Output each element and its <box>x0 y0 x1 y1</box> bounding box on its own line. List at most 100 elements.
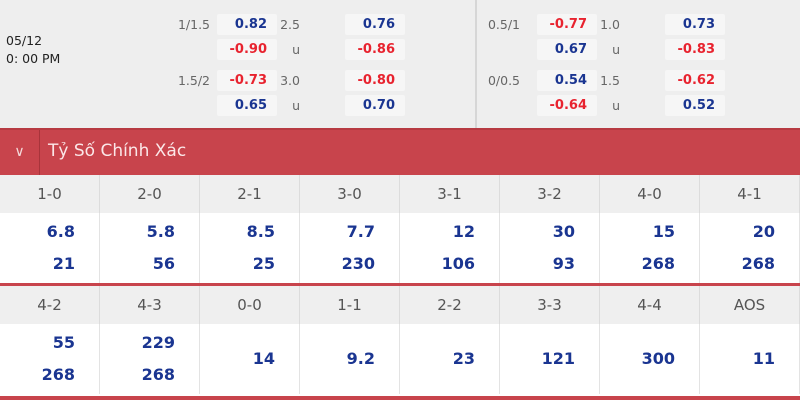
odds-button[interactable]: 0.54 <box>537 70 597 91</box>
handicap-line: 0/0.5 <box>487 73 520 88</box>
section-title: Tỷ Số Chính Xác <box>48 141 187 161</box>
odds-button[interactable]: -0.73 <box>217 70 277 91</box>
odds-button[interactable]: -0.83 <box>665 39 725 60</box>
score-odds-row: 55 268 229 268 14 9.2 23 121 300 11 <box>0 324 800 394</box>
odds-value[interactable]: 300 <box>641 349 675 368</box>
odds-button[interactable]: -0.77 <box>537 14 597 35</box>
match-date: 05/12 <box>6 33 43 48</box>
score-label: AOS <box>700 286 800 324</box>
score-label: 0-0 <box>200 286 300 324</box>
score-block-2: 4-2 4-3 0-0 1-1 2-2 3-3 4-4 AOS 55 268 229 268 14 9.2… <box>0 286 800 394</box>
under-label: u <box>612 98 620 113</box>
match-time: 05/12 0: 00 PM <box>6 32 60 68</box>
odds-value[interactable]: 6.8 <box>46 222 75 241</box>
odds-button[interactable]: -0.64 <box>537 95 597 116</box>
score-odds-cell[interactable]: 8.5 25 <box>200 213 300 283</box>
odds-value[interactable]: 11 <box>752 349 775 368</box>
score-odds-cell[interactable]: 9.2 <box>300 324 400 394</box>
divider <box>0 396 800 400</box>
score-odds-cell[interactable]: 23 <box>400 324 500 394</box>
odds-button[interactable]: 0.52 <box>665 95 725 116</box>
score-header-row: 1-0 2-0 2-1 3-0 3-1 3-2 4-0 4-1 <box>0 175 800 213</box>
odds-value[interactable]: 268 <box>741 254 775 273</box>
score-odds-cell[interactable]: 5.8 56 <box>100 213 200 283</box>
score-label: 4-3 <box>100 286 200 324</box>
odds-value[interactable]: 15 <box>652 222 675 241</box>
divider <box>0 283 800 286</box>
score-label: 1-0 <box>0 175 100 213</box>
odds-value[interactable]: 20 <box>752 222 775 241</box>
score-label: 4-0 <box>600 175 700 213</box>
odds-value[interactable]: 230 <box>341 254 375 273</box>
odds-value[interactable]: 121 <box>541 349 575 368</box>
score-odds-cell[interactable]: 30 93 <box>500 213 600 283</box>
score-label: 4-4 <box>600 286 700 324</box>
odds-button[interactable]: -0.86 <box>345 39 405 60</box>
odds-button[interactable]: 0.65 <box>217 95 277 116</box>
odds-value[interactable]: 21 <box>52 254 75 273</box>
total-line: 1.0 <box>600 17 620 32</box>
score-odds-cell[interactable]: 300 <box>600 324 700 394</box>
score-odds-cell[interactable]: 55 268 <box>0 324 100 394</box>
score-odds-row: 6.8 21 5.8 56 8.5 25 7.7 230 12 106 30 93 15 268 20 268 <box>0 213 800 283</box>
chevron-down-icon[interactable]: ∨ <box>0 130 40 175</box>
score-odds-cell[interactable]: 229 268 <box>100 324 200 394</box>
odds-button[interactable]: 0.67 <box>537 39 597 60</box>
score-label: 3-2 <box>500 175 600 213</box>
match-clock: 0: 00 PM <box>6 51 61 66</box>
under-label: u <box>292 42 300 57</box>
odds-value[interactable]: 56 <box>152 254 175 273</box>
under-label: u <box>612 42 620 57</box>
odds-button[interactable]: 0.82 <box>217 14 277 35</box>
score-label: 3-1 <box>400 175 500 213</box>
score-header-row: 4-2 4-3 0-0 1-1 2-2 3-3 4-4 AOS <box>0 286 800 324</box>
odds-button[interactable]: -0.62 <box>665 70 725 91</box>
odds-value[interactable]: 268 <box>641 254 675 273</box>
score-odds-cell[interactable]: 7.7 230 <box>300 213 400 283</box>
odds-button[interactable]: 0.70 <box>345 95 405 116</box>
score-odds-cell[interactable]: 11 <box>700 324 800 394</box>
odds-value[interactable]: 268 <box>41 365 75 384</box>
score-label: 2-0 <box>100 175 200 213</box>
odds-value[interactable]: 5.8 <box>146 222 175 241</box>
odds-value[interactable]: 268 <box>141 365 175 384</box>
odds-button[interactable]: -0.80 <box>345 70 405 91</box>
total-line: 2.5 <box>280 17 300 32</box>
score-label: 4-1 <box>700 175 800 213</box>
total-line: 3.0 <box>280 73 300 88</box>
odds-value[interactable]: 30 <box>552 222 575 241</box>
score-label: 1-1 <box>300 286 400 324</box>
odds-value[interactable]: 23 <box>452 349 475 368</box>
score-label: 2-2 <box>400 286 500 324</box>
score-odds-cell[interactable]: 12 106 <box>400 213 500 283</box>
odds-value[interactable]: 7.7 <box>346 222 375 241</box>
odds-button[interactable]: 0.73 <box>665 14 725 35</box>
score-odds-cell[interactable]: 121 <box>500 324 600 394</box>
under-label: u <box>292 98 300 113</box>
score-label: 3-0 <box>300 175 400 213</box>
odds-value[interactable]: 14 <box>252 349 275 368</box>
score-odds-cell[interactable]: 6.8 21 <box>0 213 100 283</box>
handicap-line: 1/1.5 <box>177 17 210 32</box>
odds-value[interactable]: 12 <box>452 222 475 241</box>
score-odds-cell[interactable]: 20 268 <box>700 213 800 283</box>
odds-button[interactable]: 0.76 <box>345 14 405 35</box>
score-label: 4-2 <box>0 286 100 324</box>
odds-button[interactable]: -0.90 <box>217 39 277 60</box>
odds-value[interactable]: 93 <box>552 254 575 273</box>
handicap-line: 1.5/2 <box>177 73 210 88</box>
odds-value[interactable]: 229 <box>141 333 175 352</box>
divider <box>475 0 477 128</box>
score-label: 3-3 <box>500 286 600 324</box>
handicap-line: 0.5/1 <box>487 17 520 32</box>
score-odds-cell[interactable]: 14 <box>200 324 300 394</box>
section-header[interactable]: ∨ Tỷ Số Chính Xác <box>0 128 800 175</box>
odds-panel: 05/12 0: 00 PM 1/1.5 0.82 -0.90 2.5 u 0.76 -0.… <box>0 0 800 128</box>
total-line: 1.5 <box>600 73 620 88</box>
odds-value[interactable]: 106 <box>441 254 475 273</box>
odds-value[interactable]: 25 <box>252 254 275 273</box>
score-odds-cell[interactable]: 15 268 <box>600 213 700 283</box>
odds-value[interactable]: 9.2 <box>346 349 375 368</box>
odds-value[interactable]: 8.5 <box>246 222 275 241</box>
odds-value[interactable]: 55 <box>52 333 75 352</box>
